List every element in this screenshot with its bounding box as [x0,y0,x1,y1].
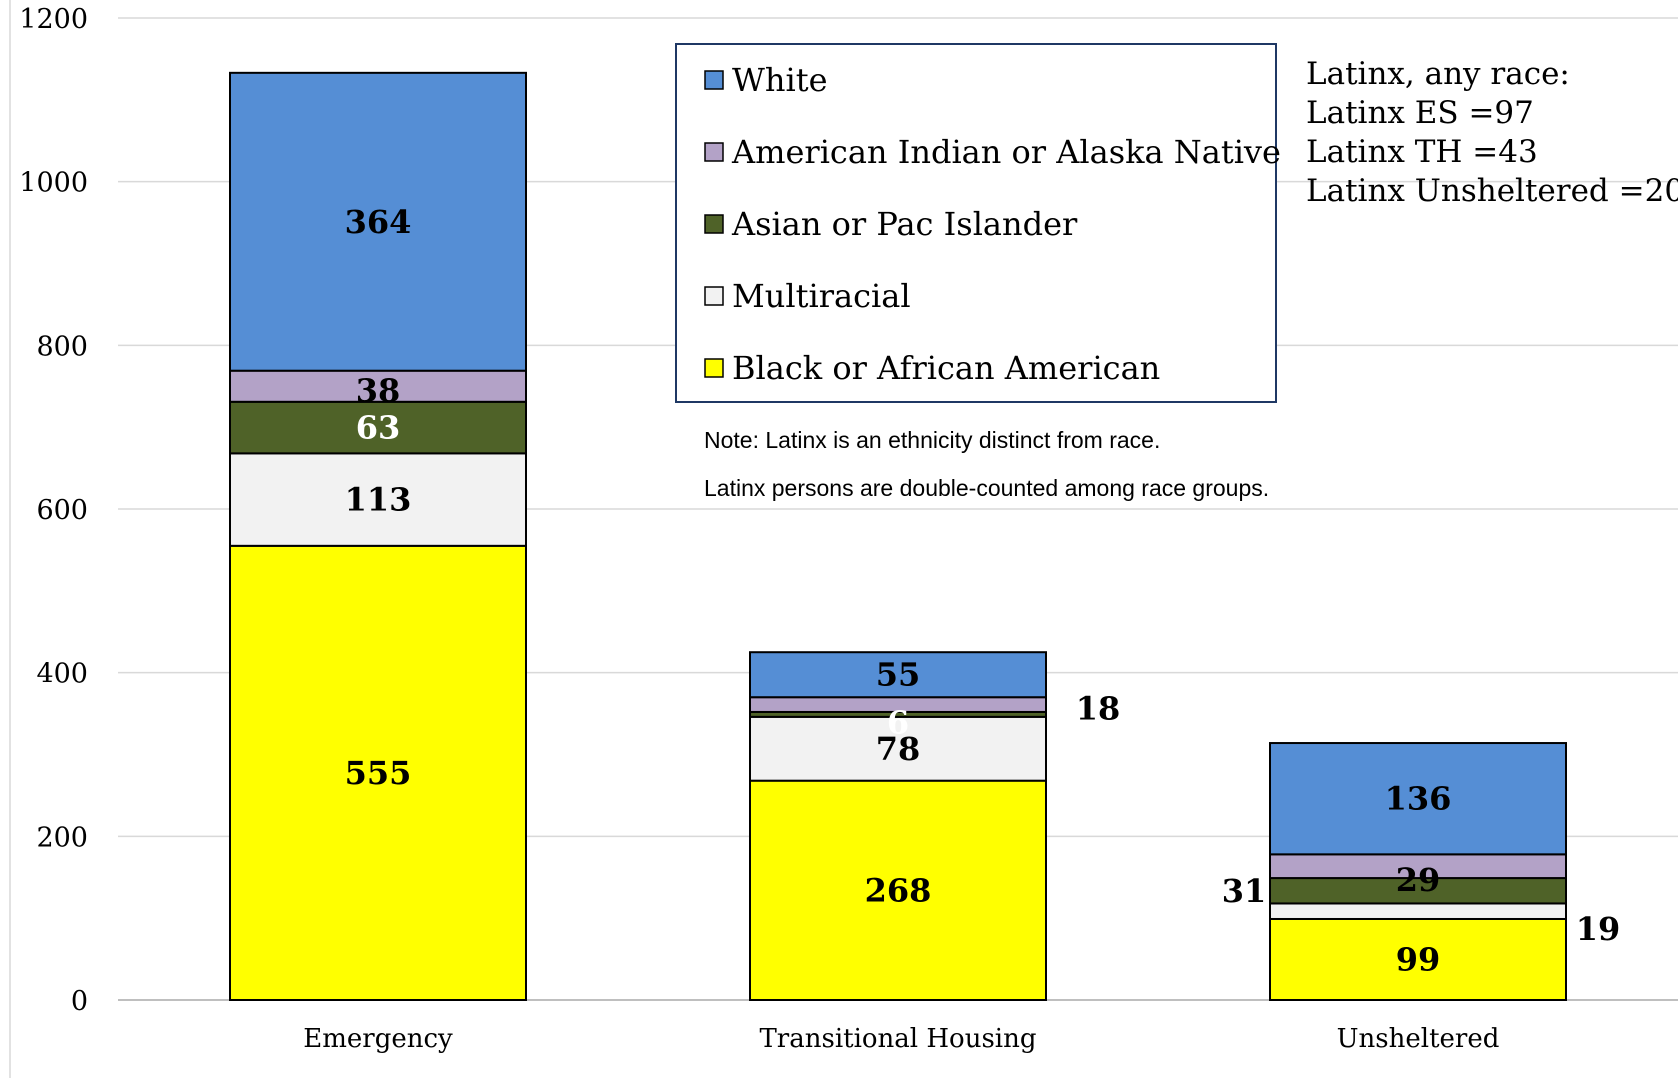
data-label: 113 [345,481,412,519]
data-label: 136 [1385,780,1452,818]
y-tick-label: 0 [71,986,88,1017]
data-label: 78 [876,730,921,768]
y-tick-label: 600 [36,495,88,526]
data-label: 29 [1396,861,1441,899]
legend-swatch [704,142,724,162]
legend-entry: Asian or Pac Islander [731,205,1078,243]
legend-entry: Black or African American [732,349,1160,387]
legend-swatch [704,286,724,306]
latinx-line: Latinx, any race: [1306,56,1570,92]
bar-segment [1269,917,1567,1001]
bar-segment [749,779,1047,1001]
legend-entry: White [732,61,828,99]
data-label: 18 [1076,690,1121,728]
latinx-line: Latinx ES =97 [1306,95,1534,131]
legend-entry: Multiracial [732,277,911,315]
data-label: 364 [345,203,412,241]
bar-segment [229,544,527,1001]
legend-entry: American Indian or Alaska Native [731,133,1281,171]
data-label: 63 [356,409,401,447]
category-labels: Emergency Transitional Housing Unsheltered [303,1024,1499,1054]
latinx-line: Latinx TH =43 [1306,134,1538,170]
data-label: 55 [876,656,921,694]
data-label: 99 [1396,940,1441,978]
data-label: 268 [865,871,932,909]
x-tick-label: Transitional Housing [759,1024,1036,1054]
legend: White American Indian or Alaska Native Asi… [675,43,1281,403]
y-tick-label: 1200 [19,4,88,35]
note-text: Note: Latinx is an ethnicity distinct fr… [704,427,1160,453]
bar-segment [749,651,1047,699]
data-label: 31 [1222,872,1267,910]
legend-swatch [704,214,724,234]
bar-segment [229,71,527,372]
legend-swatch [704,70,724,90]
bars [229,71,1567,1001]
bar-segment [1269,742,1567,856]
bar-segment [229,369,527,403]
x-tick-label: Unsheltered [1337,1024,1500,1054]
notes: Note: Latinx is an ethnicity distinct fr… [704,427,1269,501]
y-tick-label: 200 [36,822,88,853]
y-tick-label: 400 [36,659,88,690]
data-label: 555 [345,754,412,792]
note-text: Latinx persons are double-counted among … [704,475,1269,501]
data-label: 6 [887,703,909,741]
bar-segment [229,452,527,547]
bar-segment [1269,902,1567,920]
y-tick-label: 1000 [19,168,88,199]
latinx-line: Latinx Unsheltered =20 [1306,173,1678,209]
bar-segment [1269,877,1567,905]
data-label: 19 [1576,910,1621,948]
y-axis-ticks: 0 200 400 600 800 1000 1200 [19,4,88,1017]
legend-box [675,43,1277,403]
y-tick-label: 800 [36,331,88,362]
data-label: 38 [356,371,401,409]
x-tick-label: Emergency [303,1024,453,1054]
legend-swatch [704,358,724,378]
